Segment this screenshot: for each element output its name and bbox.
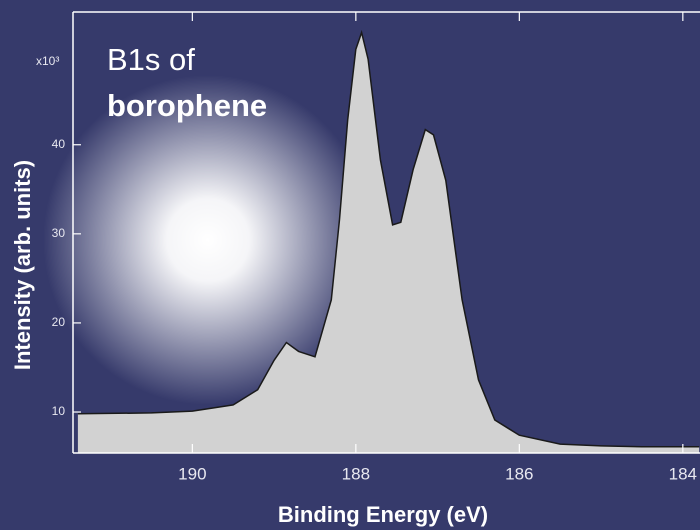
y-tick-label: 20 (52, 315, 66, 329)
x-tick-label: 184 (669, 464, 697, 483)
y-axis-label: Intensity (arb. units) (10, 160, 35, 370)
x-tick-label: 186 (505, 464, 533, 483)
chart: B1s of borophene x10³ Binding Energy (eV… (0, 0, 700, 530)
chart-subtitle: borophene (107, 88, 267, 123)
x-tick-label: 188 (342, 464, 370, 483)
page: {"chart_data": { "type": "area", "title"… (0, 0, 700, 530)
y-tick-label: 10 (52, 404, 66, 418)
chart-title: B1s of (107, 42, 195, 77)
x-tick-label: 190 (178, 464, 206, 483)
y-multiplier: x10³ (36, 54, 59, 68)
y-tick-label: 30 (52, 226, 66, 240)
x-axis-label: Binding Energy (eV) (278, 502, 488, 527)
y-tick-label: 40 (52, 137, 66, 151)
